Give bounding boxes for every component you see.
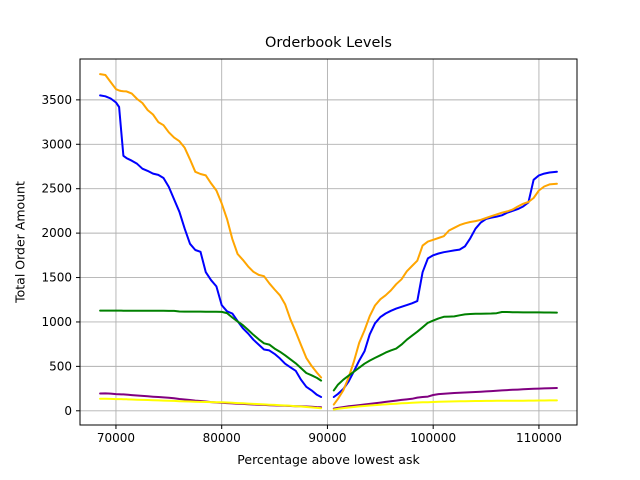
series-orange-ask-line: [332, 182, 558, 406]
series-blue-ask-line: [332, 170, 558, 398]
y-tick-label: 3500: [41, 93, 72, 107]
x-tick-label: 90000: [308, 431, 346, 445]
y-tick-label: 2500: [41, 182, 72, 196]
series-yellow-bid-line: [99, 397, 323, 410]
x-tick-label: 70000: [97, 431, 135, 445]
series-yellow-ask-line: [332, 399, 558, 411]
series-orange-bid-line: [99, 73, 323, 379]
y-tick-label: 500: [49, 359, 72, 373]
x-axis-label: Percentage above lowest ask: [237, 452, 420, 467]
y-tick-label: 1500: [41, 271, 72, 285]
plot-border: [79, 58, 578, 426]
series-blue-bid-line: [99, 94, 323, 398]
series-green-bid-line: [99, 309, 323, 382]
series-purple-ask-line: [332, 387, 558, 410]
x-tick-label: 100000: [410, 431, 456, 445]
series-green-ask-line: [332, 311, 558, 392]
x-tick-label: 110000: [516, 431, 562, 445]
y-tick-label: 0: [64, 404, 72, 418]
y-tick-label: 3000: [41, 137, 72, 151]
y-axis-label: Total Order Amount: [12, 181, 28, 303]
chart-title: Orderbook Levels: [265, 35, 392, 51]
x-tick-label: 80000: [203, 431, 241, 445]
y-tick-label: 1000: [41, 315, 72, 329]
y-tick-label: 2000: [41, 226, 72, 240]
